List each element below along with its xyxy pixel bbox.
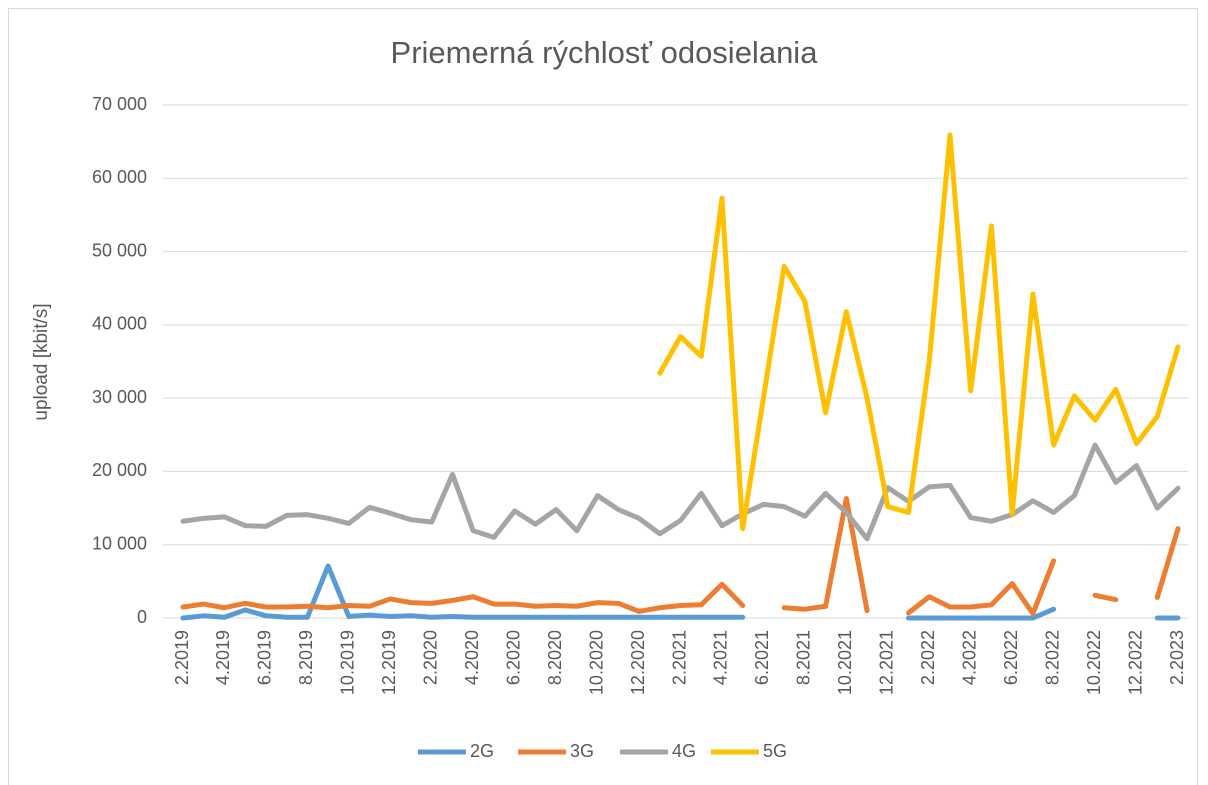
x-tick-label: 6.2021 [752,630,772,685]
y-tick-label: 20 000 [92,460,147,480]
x-tick-label: 10.2019 [338,630,358,695]
legend-label: 2G [470,741,494,761]
legend-label: 4G [672,741,696,761]
y-tick-label: 70 000 [92,94,147,114]
y-tick-label: 10 000 [92,533,147,553]
x-tick-label: 4.2022 [959,630,979,685]
x-tick-label: 2.2020 [421,630,441,685]
x-tick-label: 8.2022 [1042,630,1062,685]
series-line [657,132,1181,532]
x-tick-label: 12.2022 [1125,630,1145,695]
x-tick-label: 8.2020 [545,630,565,685]
x-tick-label: 6.2020 [503,630,523,685]
chart-frame [8,8,1198,785]
x-tick-label: 4.2019 [213,630,233,685]
y-tick-label: 50 000 [92,240,147,260]
x-tick-label: 2.2021 [669,630,689,685]
y-tick-label: 30 000 [92,387,147,407]
legend-label: 3G [570,741,594,761]
x-tick-label: 2.2022 [918,630,938,685]
x-tick-label: 12.2019 [379,630,399,695]
x-tick-label: 2.2019 [172,630,192,685]
x-tick-label: 12.2020 [628,630,648,695]
x-tick-label: 6.2019 [255,630,275,685]
y-tick-label: 40 000 [92,314,147,334]
series-line [180,563,1181,621]
x-tick-label: 4.2020 [462,630,482,685]
x-tick-label: 10.2020 [586,630,606,695]
y-axis-label: upload [kbit/s] [31,303,52,420]
legend-label: 5G [763,741,787,761]
x-tick-label: 2.2023 [1167,630,1187,685]
x-tick-label: 10.2022 [1084,630,1104,695]
x-tick-label: 10.2021 [835,630,855,695]
series-line [180,496,1181,617]
chart-title: Priemerná rýchlosť odosielania [391,35,819,70]
x-tick-label: 4.2021 [711,630,731,685]
y-tick-label: 0 [137,607,147,627]
x-tick-label: 8.2021 [794,630,814,685]
x-tick-label: 12.2021 [877,630,897,695]
x-tick-label: 8.2019 [296,630,316,685]
x-tick-label: 6.2022 [1001,630,1021,685]
y-tick-label: 60 000 [92,167,147,187]
